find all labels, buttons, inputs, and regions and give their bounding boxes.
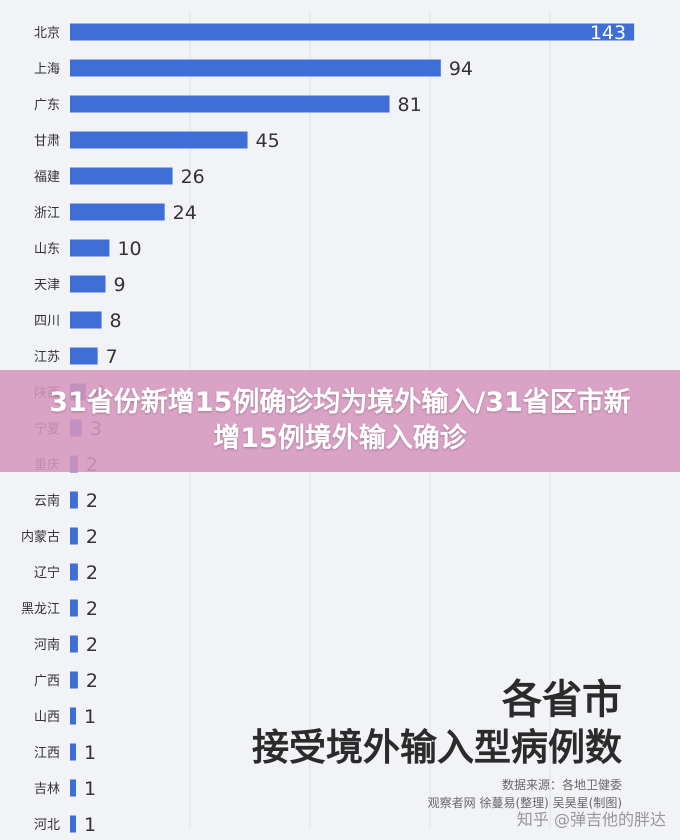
data-label: 26 [181,166,205,188]
data-label: 143 [590,22,626,44]
category-label: 天津 [34,278,60,293]
category-label: 福建 [34,170,60,185]
bar [70,815,76,833]
data-label: 10 [117,238,141,260]
data-source-line2: 观察者网 徐蔓易(整理) 吴昊星(制图) [427,796,622,810]
category-label: 云南 [34,493,60,509]
data-label: 1 [84,706,96,728]
bar [70,59,441,77]
data-label: 2 [86,634,98,656]
category-label: 广西 [34,674,60,689]
category-label: 北京 [34,26,60,41]
category-label: 广东 [34,98,60,113]
data-label: 2 [86,490,98,512]
category-label: 上海 [34,62,60,77]
category-label: 甘肃 [34,134,60,149]
bar [70,599,78,617]
category-label: 辽宁 [34,565,60,581]
watermark: 知乎 @弹吉他的胖达 [516,810,666,829]
data-source-line1: 数据来源：各地卫健委 [501,778,622,792]
data-label: 2 [86,598,98,620]
category-label: 黑龙江 [21,602,60,617]
data-label: 24 [173,202,197,224]
bar [70,743,76,761]
bar [70,23,635,41]
category-label: 山西 [34,710,60,725]
bar [70,563,78,581]
category-label: 内蒙古 [21,529,60,545]
chart-title-line1: 各省市 [502,677,622,723]
bar [70,167,173,185]
data-label: 1 [84,742,96,764]
bar [70,347,98,365]
bar [70,239,110,257]
bar [70,491,78,509]
bar [70,203,165,221]
overlay-banner: 31省份新增15例确诊均为境外输入/31省区市新增15例境外输入确诊 [0,370,680,472]
data-label: 2 [86,562,98,584]
bar [70,635,78,653]
data-source: 数据来源：各地卫健委 观察者网 徐蔓易(整理) 吴昊星(制图) [428,776,622,812]
bar [70,779,76,797]
data-label: 1 [84,778,96,800]
data-label: 45 [256,130,280,152]
category-label: 四川 [34,314,60,329]
category-label: 河北 [34,818,60,833]
bar [70,131,248,149]
chart-title-line2: 接受境外输入型病例数 [252,726,622,769]
category-label: 江西 [34,746,60,761]
data-label: 2 [86,670,98,692]
category-label: 山东 [34,242,60,257]
data-label: 81 [398,94,422,116]
data-label: 2 [86,526,98,548]
data-label: 9 [114,274,126,296]
category-label: 河南 [34,637,60,653]
data-label: 94 [449,58,473,80]
bar [70,707,76,725]
category-label: 浙江 [34,206,60,221]
category-label: 江苏 [34,349,60,365]
data-label: 1 [84,814,96,836]
bar [70,311,102,329]
data-label: 8 [110,310,122,332]
category-label: 吉林 [34,782,60,797]
bar [70,95,390,113]
data-label: 7 [106,346,118,368]
bar [70,275,106,293]
banner-text: 31省份新增15例确诊均为境外输入/31省区市新增15例境外输入确诊 [49,387,631,454]
bar [70,671,78,689]
chart-title: 各省市 接受境外输入型病例数 [252,676,622,772]
bar [70,527,78,545]
